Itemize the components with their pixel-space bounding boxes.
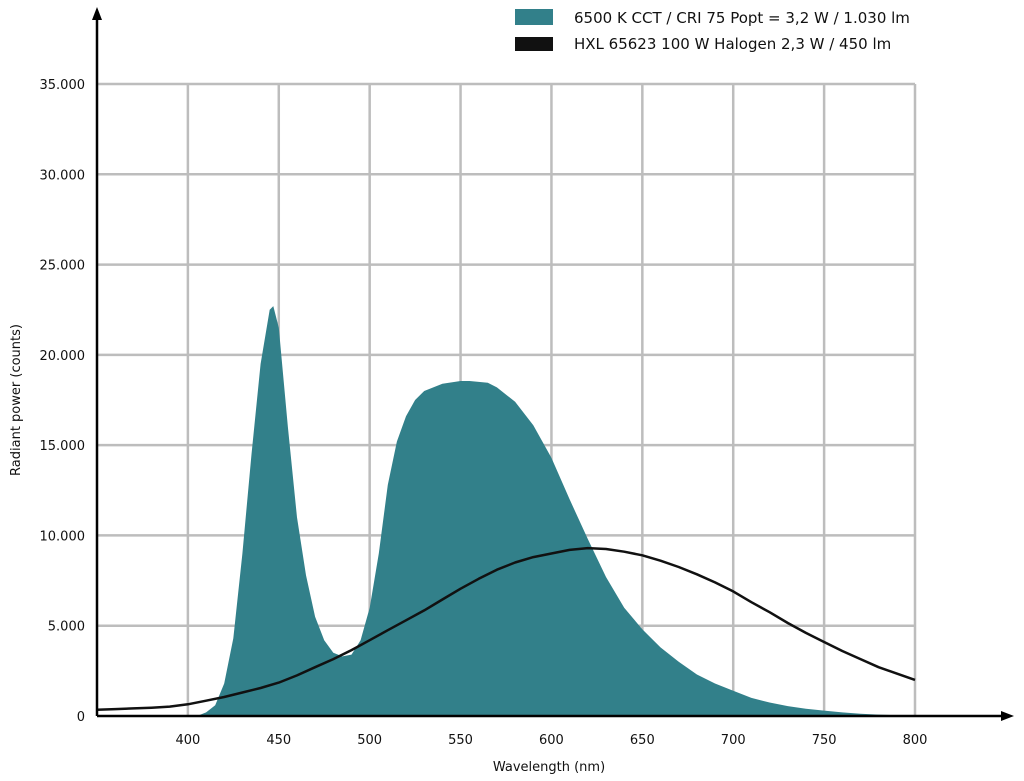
- legend-swatch-halogen: [515, 37, 553, 51]
- y-tick-label-10000: 10.000: [40, 529, 86, 544]
- led-spectrum-area: [196, 306, 915, 716]
- halogen-spectrum-line: [96, 546, 916, 711]
- x-axis-arrow: [1001, 711, 1014, 721]
- x-tick-label-650: 650: [630, 733, 655, 748]
- x-tick-label-600: 600: [539, 733, 564, 748]
- grid: [97, 82, 917, 716]
- line-layer: [96, 546, 916, 711]
- legend: 6500 K CCT / CRI 75 Popt = 3,2 W / 1.030…: [515, 9, 910, 53]
- x-tick-label-500: 500: [357, 733, 382, 748]
- y-tick-label-20000: 20.000: [40, 349, 86, 364]
- y-tick-label-15000: 15.000: [40, 439, 86, 454]
- y-axis-arrow: [92, 7, 102, 20]
- x-tick-labels: 400 450 500 550 600 650 700 750 800: [175, 733, 927, 748]
- x-tick-label-700: 700: [721, 733, 746, 748]
- y-tick-label-5000: 5.000: [48, 620, 85, 635]
- y-tick-label-0: 0: [77, 710, 85, 725]
- x-tick-label-750: 750: [812, 733, 837, 748]
- axes: [92, 7, 1014, 721]
- x-tick-label-450: 450: [266, 733, 291, 748]
- y-tick-label-25000: 25.000: [40, 259, 86, 274]
- x-axis-title: Wavelength (nm): [493, 760, 605, 775]
- x-tick-label-800: 800: [903, 733, 928, 748]
- x-tick-label-400: 400: [175, 733, 200, 748]
- y-tick-labels: 0 5.000 10.000 15.000 20.000 25.000 30.000 35.0…: [40, 78, 86, 725]
- legend-label-halogen: HXL 65623 100 W Halogen 2,3 W / 450 lm: [574, 35, 891, 53]
- legend-label-led: 6500 K CCT / CRI 75 Popt = 3,2 W / 1.030…: [574, 9, 910, 27]
- x-tick-label-550: 550: [448, 733, 473, 748]
- y-tick-label-35000: 35.000: [40, 78, 86, 93]
- y-tick-label-30000: 30.000: [40, 168, 86, 183]
- legend-swatch-led: [515, 9, 553, 25]
- y-axis-title: Radiant power (counts): [9, 324, 24, 476]
- area-layer: [196, 306, 915, 716]
